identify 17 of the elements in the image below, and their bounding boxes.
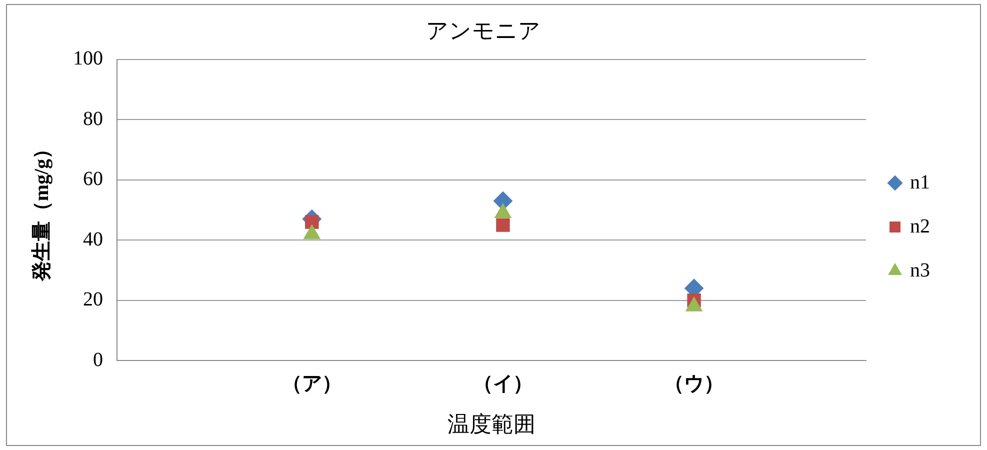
- y-tick-label: 100: [73, 48, 103, 70]
- y-tick-label: 0: [93, 348, 103, 371]
- y-tick-label: 20: [83, 288, 103, 311]
- point: [496, 218, 510, 232]
- x-tick-label: （イ）: [472, 372, 533, 395]
- y-axis-title: 発生量（mg/g）: [31, 138, 54, 282]
- legend-label: n2: [910, 215, 930, 238]
- chart-title: アンモニア: [426, 18, 541, 43]
- legend-label: n3: [910, 259, 930, 282]
- x-tick-label: （ウ）: [664, 372, 724, 395]
- legend-label: n1: [910, 171, 930, 194]
- y-tick-label: 40: [83, 228, 103, 250]
- y-tick-label: 60: [83, 168, 103, 190]
- y-tick-label: 80: [83, 108, 103, 130]
- x-axis-title: 温度範囲: [448, 412, 536, 437]
- x-tick-label: （ア）: [282, 372, 342, 395]
- point: [305, 215, 319, 229]
